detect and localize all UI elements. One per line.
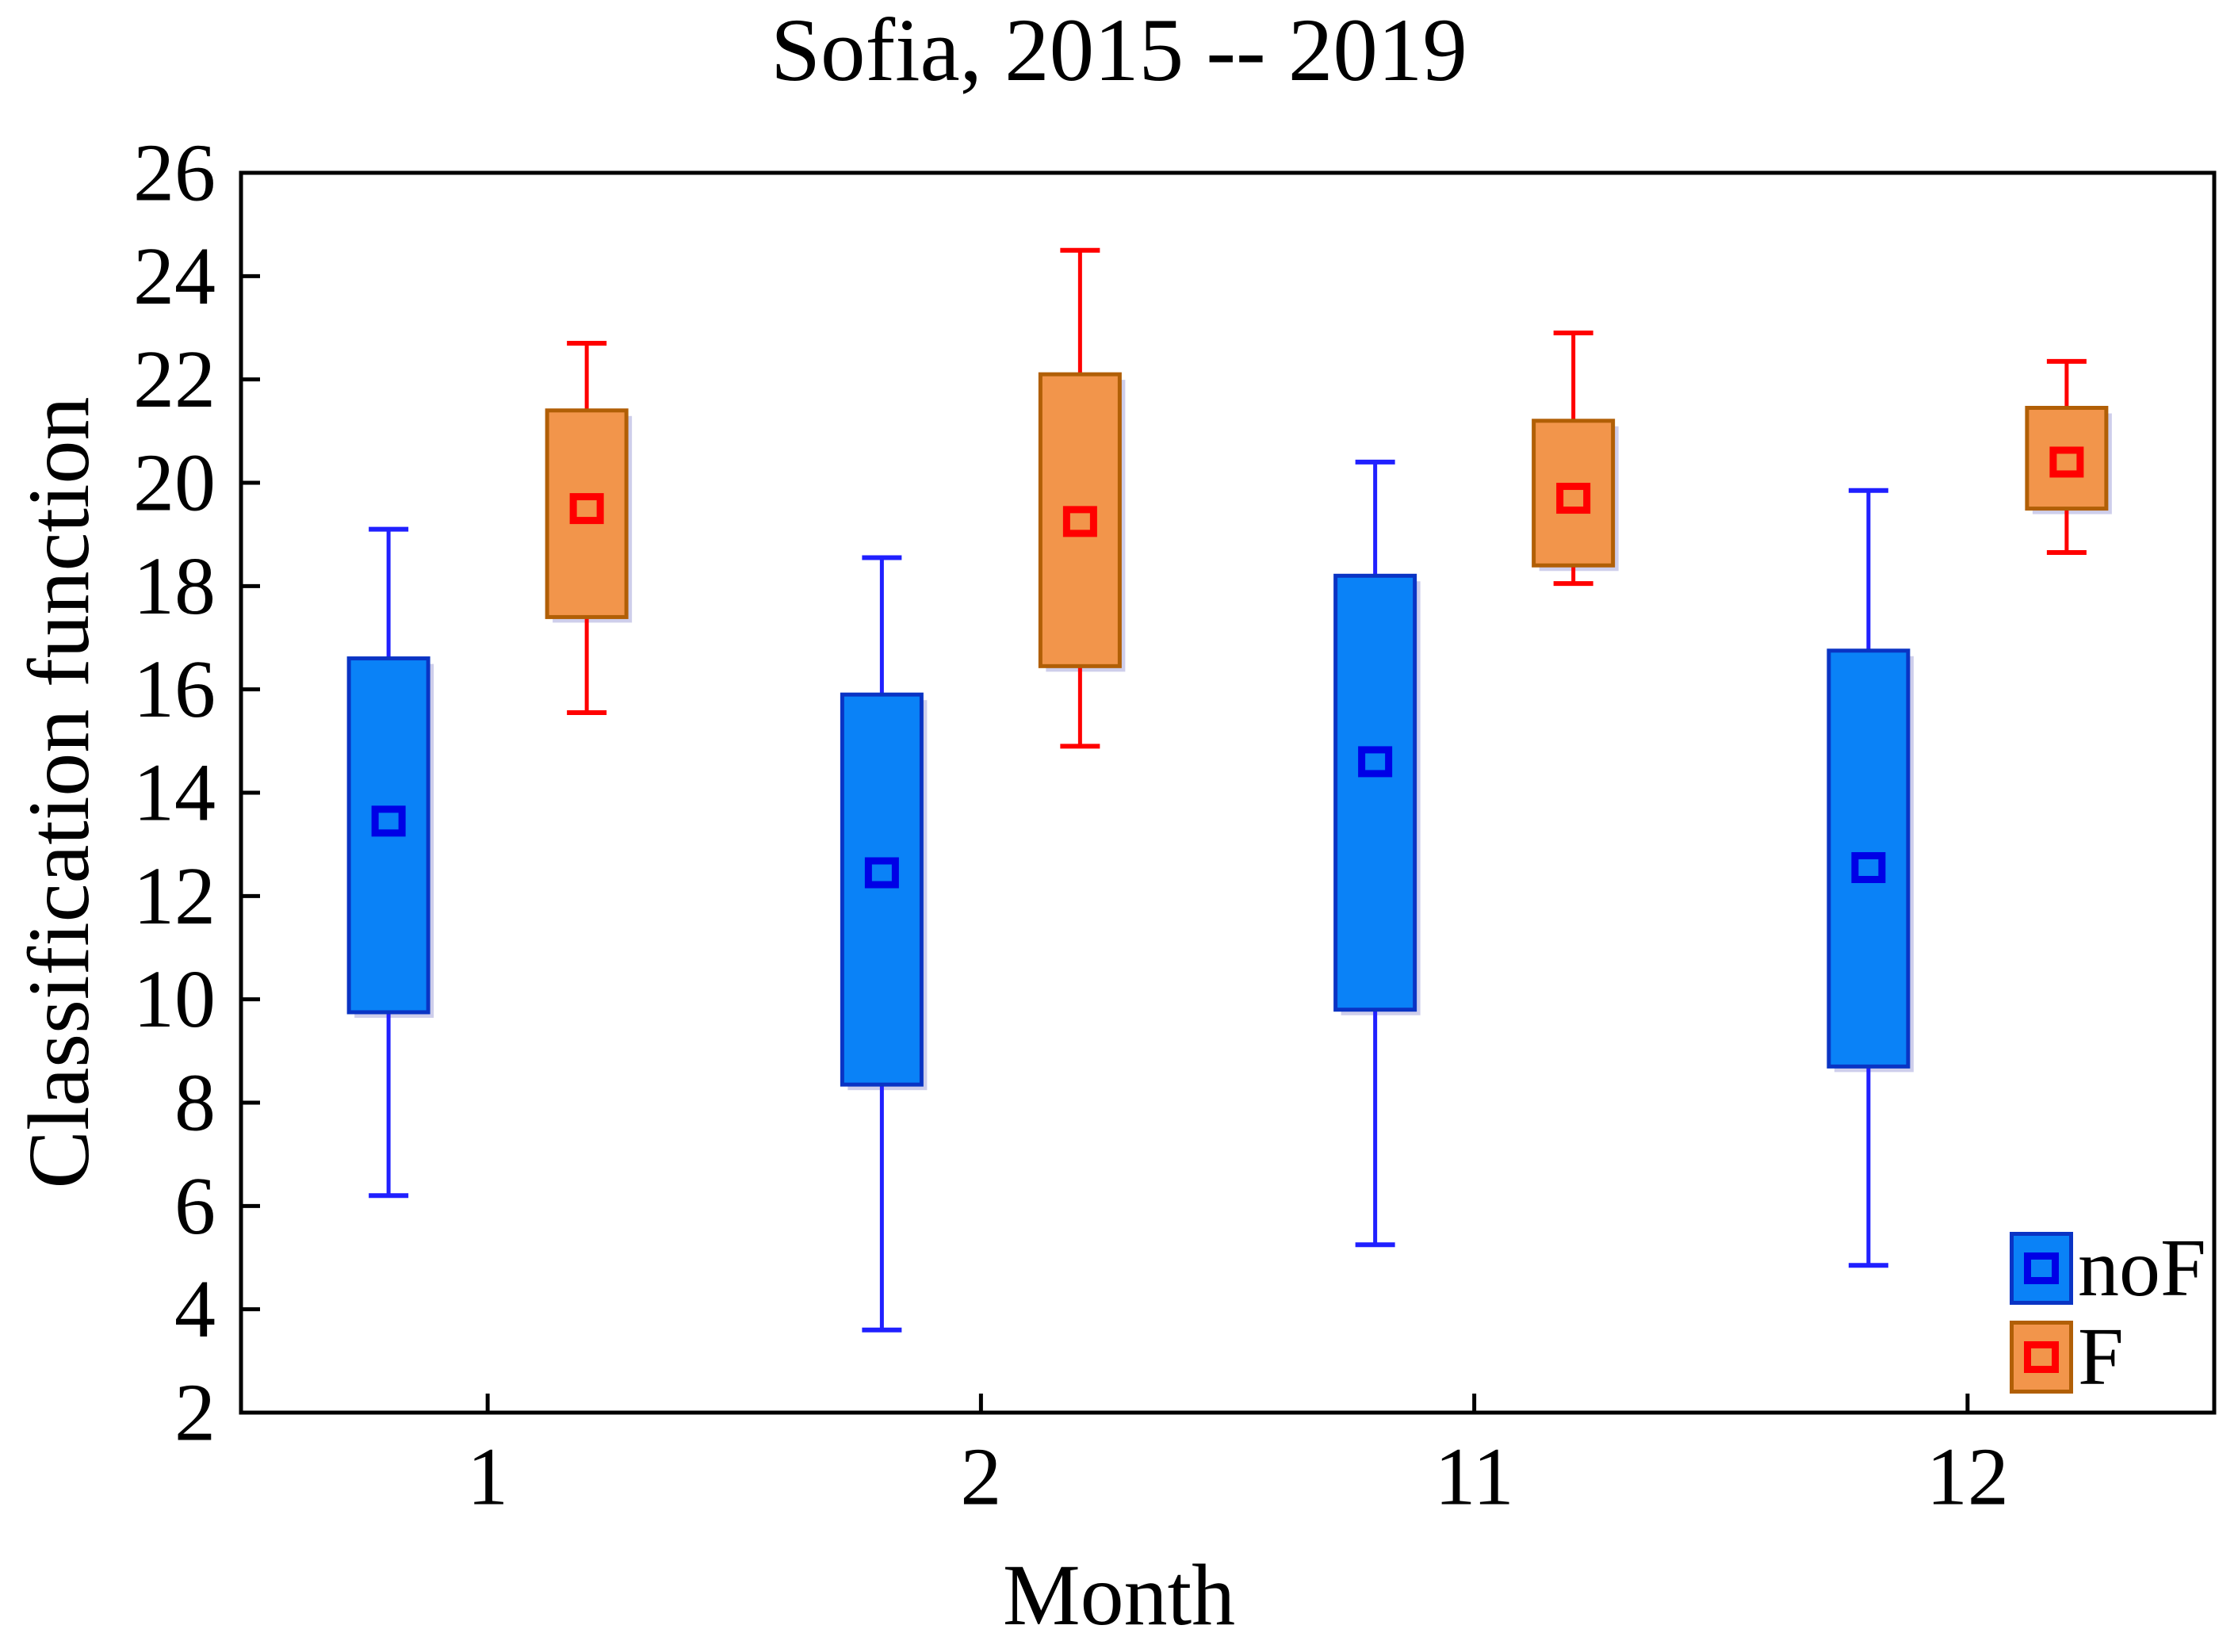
x-tick-label: 1 [467,1432,508,1523]
median-marker [371,805,406,837]
legend-label-noF: noF [2078,1222,2206,1314]
median-marker [1062,506,1097,537]
y-tick-label: 10 [133,954,216,1045]
legend-label-F: F [2078,1311,2124,1402]
box-F-month-11 [1532,331,1619,587]
iqr-box [840,692,924,1087]
box-F-month-1 [545,341,633,715]
box-noF-month-1 [346,526,434,1199]
y-tick-label: 24 [133,231,216,322]
y-tick-label: 18 [133,541,216,632]
median-marker [864,857,899,889]
y-tick-label: 14 [133,748,216,839]
y-tick-label: 20 [133,438,216,529]
box-noF-month-12 [1827,488,1914,1268]
box-F-month-2 [1038,247,1126,749]
iqr-box [545,408,629,619]
plot-frame [239,170,2217,1415]
legend: noF F [2010,1227,2206,1398]
legend-swatch-noF [2010,1232,2073,1305]
median-marker [1556,483,1591,514]
median-marker [2049,446,2084,478]
y-tick-label: 22 [133,334,216,425]
box-noF-month-11 [1333,459,1421,1248]
x-tick-label: 12 [1926,1432,2009,1523]
y-tick-label: 2 [174,1367,216,1459]
x-tick-label: 11 [1435,1432,1514,1523]
median-marker [569,493,604,525]
x-tick-label: 2 [960,1432,1001,1523]
legend-item-F: F [2010,1316,2206,1398]
y-tick-label: 8 [174,1057,216,1149]
y-tick-label: 16 [133,644,216,735]
iqr-box [1532,419,1616,568]
legend-median-marker-icon [2024,1252,2059,1284]
legend-swatch-F [2010,1321,2073,1394]
iqr-box [1333,573,1417,1012]
iqr-box [2025,406,2109,511]
legend-item-noF: noF [2010,1227,2206,1310]
median-marker [1851,851,1886,883]
box-F-month-12 [2025,358,2112,555]
y-tick-label: 12 [133,851,216,942]
median-marker [1358,746,1393,778]
legend-median-marker-icon [2024,1341,2059,1373]
y-tick-label: 26 [133,128,216,219]
y-tick-label: 4 [174,1264,216,1355]
iqr-box [346,656,430,1015]
box-noF-month-2 [840,555,928,1333]
iqr-box [1038,372,1122,668]
x-axis-title: Month [1002,1547,1236,1643]
y-tick-label: 6 [174,1161,216,1252]
chart-title: Sofia, 2015 -- 2019 [771,1,1467,100]
